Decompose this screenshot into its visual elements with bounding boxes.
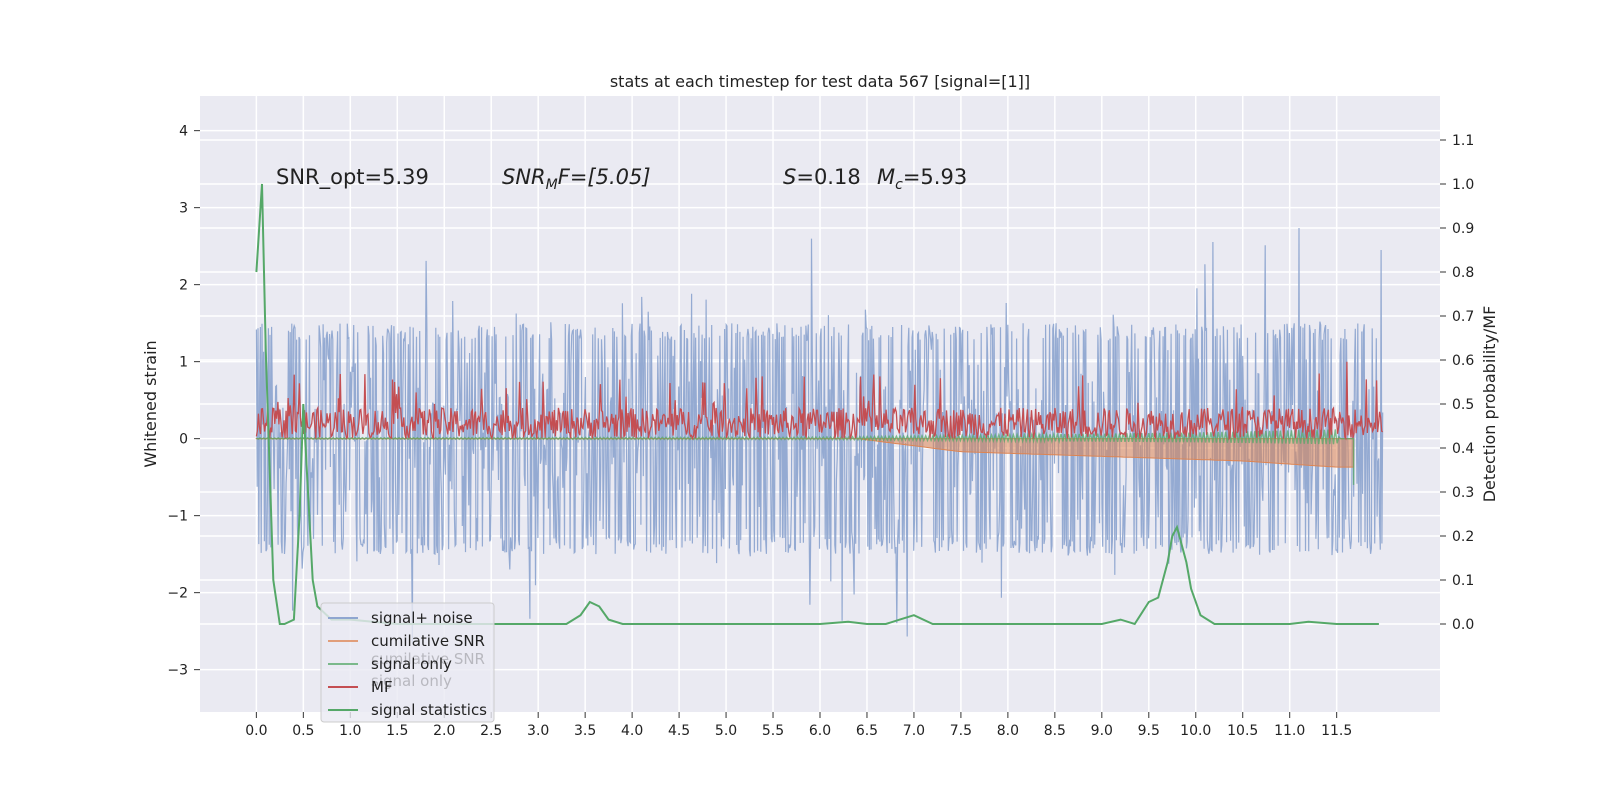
annotation-snr-mf: SNRMF=[5.05] (502, 165, 651, 193)
x-tick-label: 4.5 (668, 723, 690, 739)
x-tick-label: 7.5 (950, 723, 972, 739)
x-tick-label: 0.0 (245, 723, 267, 739)
snr-mf-value: F=[5.05] (558, 165, 651, 189)
series-mf (255, 361, 1384, 441)
x-tick-label: 6.5 (856, 723, 878, 739)
y-axis-label-right: Detection probability/MF (1480, 306, 1499, 503)
x-tick-label: 5.5 (762, 723, 784, 739)
legend-ghost-label: cumilative SNR (371, 650, 485, 668)
x-tick-label: 5.0 (715, 723, 737, 739)
y-tick-label-left: 4 (179, 124, 188, 140)
y-tick-label-left: −2 (167, 586, 188, 602)
y-tick-label-left: −1 (167, 509, 188, 525)
x-tick-label: 9.5 (1138, 723, 1160, 739)
y-tick-label-right: 0.1 (1452, 573, 1474, 589)
x-tick-label: 6.0 (809, 723, 831, 739)
signal-only-trace (256, 429, 1355, 485)
x-tick-label: 3.5 (574, 723, 596, 739)
s-symbol: S (783, 165, 796, 189)
y-axis-label-left: Whitened strain (141, 340, 160, 467)
snr-mf-subscript: M (546, 177, 558, 193)
y-tick-label-right: 0.5 (1452, 397, 1474, 413)
series-signal-only (256, 429, 1355, 485)
x-tick-label: 0.5 (292, 723, 314, 739)
legend-box (320, 602, 495, 723)
y-tick-label-left: 2 (179, 278, 188, 294)
x-tick-label: 11.0 (1274, 723, 1305, 739)
legend-label: MF (371, 678, 393, 696)
signal-statistics-line (255, 183, 1379, 626)
x-tick-label: 9.0 (1091, 723, 1113, 739)
y-tick-label-right: 0.2 (1452, 529, 1474, 545)
legend-ghost-label: signal only (371, 672, 452, 690)
y-tick-label-left: 3 (179, 201, 188, 217)
legend-label: signal statistics (371, 701, 487, 719)
x-tick-label: 1.5 (386, 723, 408, 739)
legend-label: cumilative SNR (371, 632, 485, 650)
y-tick-label-right: 0.4 (1452, 441, 1474, 457)
y-tick-label-right: 0.8 (1452, 265, 1474, 281)
x-tick-label: 8.5 (1044, 723, 1066, 739)
series-signal-statistics (255, 183, 1379, 626)
noise-trace (255, 227, 1384, 643)
y-tick-label-right: 1.1 (1452, 133, 1474, 149)
x-tick-label: 3.0 (527, 723, 549, 739)
legend-label: signal only (371, 655, 452, 673)
y-tick-label-left: 1 (179, 355, 188, 371)
y-tick-label-left: 0 (179, 432, 188, 448)
x-tick-label: 7.0 (903, 723, 925, 739)
x-tick-label: 2.5 (480, 723, 502, 739)
legend-label: signal+ noise (371, 609, 473, 627)
mc-symbol: M (877, 165, 895, 189)
x-tick-label: 10.5 (1227, 723, 1258, 739)
annotation-s: S=0.18 (783, 165, 861, 189)
y-tick-label-right: 0.3 (1452, 485, 1474, 501)
x-tick-label: 8.0 (997, 723, 1019, 739)
x-tick-label: 2.0 (433, 723, 455, 739)
annotation-snr-opt: SNR_opt=5.39 (276, 165, 429, 190)
annotation-mc: Mc=5.93 (877, 165, 967, 193)
series-signal-noise (255, 227, 1384, 643)
series-layer (255, 183, 1384, 643)
x-tick-label: 10.0 (1180, 723, 1211, 739)
y-tick-label-left: −3 (167, 663, 188, 679)
x-tick-label: 4.0 (621, 723, 643, 739)
y-tick-label-right: 0.0 (1452, 617, 1474, 633)
y-tick-label-right: 0.6 (1452, 353, 1474, 369)
x-tick-label: 11.5 (1321, 723, 1352, 739)
mc-subscript: c (895, 177, 903, 193)
y-tick-label-right: 0.9 (1452, 221, 1474, 237)
mf-trace (255, 361, 1384, 441)
y-tick-label-right: 1.0 (1452, 177, 1474, 193)
chart-title: stats at each timestep for test data 567… (610, 72, 1030, 91)
s-value: =0.18 (796, 165, 860, 189)
snr-mf-symbol: SNR (502, 165, 546, 189)
axes: 0.0 0.5 1.0 1.5 2.0 2.5 3.0 3.5 4.0 4.5 5.0 5.5 6.0 6… (167, 124, 1474, 739)
mc-value: =5.93 (903, 165, 967, 189)
y-tick-label-right: 0.7 (1452, 309, 1474, 325)
x-tick-label: 1.0 (339, 723, 361, 739)
